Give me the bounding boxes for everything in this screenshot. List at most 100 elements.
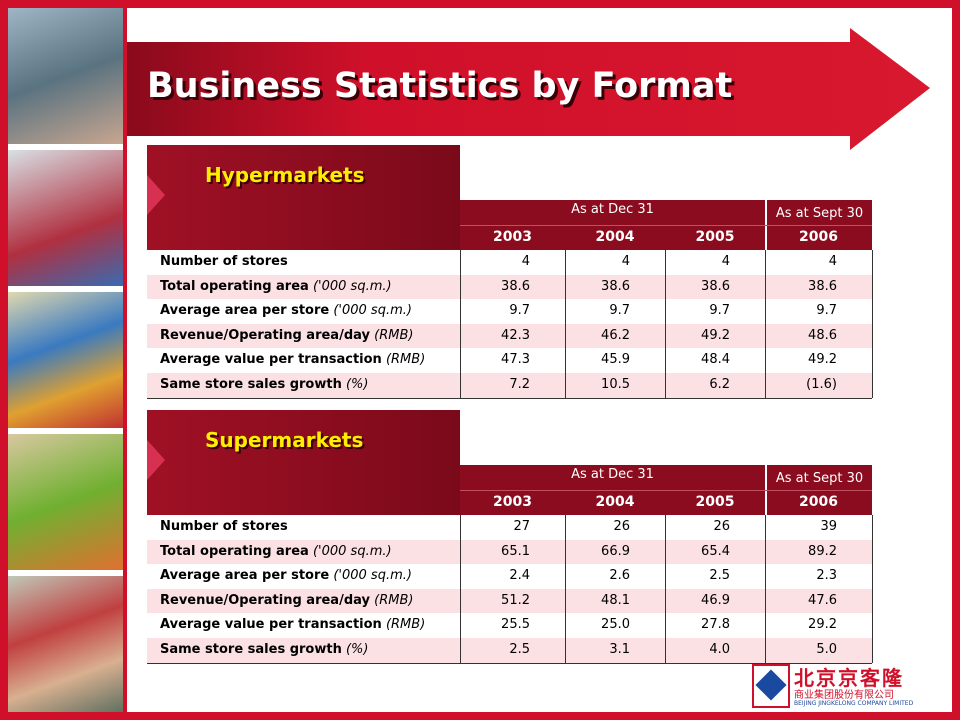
- year-label: 2006: [799, 229, 838, 245]
- value-cell: 48.4: [701, 352, 730, 368]
- value-cell: 49.2: [808, 352, 837, 368]
- value-cell: 2.4: [509, 568, 530, 584]
- row-label: Revenue/Operating area/day (RMB): [160, 324, 413, 348]
- photo: [8, 434, 123, 570]
- year-label: 2004: [595, 229, 635, 245]
- value-cell: 27.8: [701, 617, 730, 633]
- table-row: [147, 299, 872, 324]
- period-label: As at Sept 30: [775, 471, 864, 486]
- value-cell: 45.9: [601, 352, 630, 368]
- logo-shape: [755, 669, 787, 701]
- period-label: As at Sept 30: [775, 206, 864, 221]
- year-label: 2005: [695, 229, 735, 245]
- row-label: Total operating area ('000 sq.m.): [160, 275, 392, 299]
- column-line: [565, 250, 566, 398]
- value-cell: 47.6: [808, 592, 837, 608]
- value-cell: 4: [621, 254, 630, 269]
- frame-left: [0, 0, 8, 720]
- value-cell: 47.3: [501, 352, 530, 368]
- value-cell: 66.9: [601, 543, 630, 559]
- value-cell: 5.0: [816, 642, 837, 657]
- row-label: Number of stores: [160, 515, 288, 539]
- value-cell: 4: [521, 254, 530, 269]
- period-label: As at Dec 31: [571, 202, 654, 217]
- section-header: [147, 410, 460, 515]
- row-label: Average value per transaction (RMB): [160, 613, 425, 637]
- column-line: [665, 515, 666, 663]
- column-line: [665, 250, 666, 398]
- year-label: 2005: [695, 494, 735, 510]
- row-unit: (RMB): [374, 592, 414, 608]
- header-line: [460, 490, 872, 491]
- value-cell: 46.2: [601, 327, 630, 343]
- photo: [8, 8, 123, 144]
- photo: [8, 576, 123, 712]
- table-row: [147, 539, 872, 565]
- value-cell: 25.0: [601, 617, 630, 633]
- value-cell: 2.5: [509, 642, 530, 657]
- value-cell: 2.6: [609, 568, 630, 584]
- row-unit: (RMB): [385, 352, 426, 368]
- column-line: [872, 250, 873, 398]
- period-label: As at Dec 31: [571, 467, 654, 482]
- value-cell: 4: [721, 254, 730, 269]
- frame-top: [0, 0, 960, 8]
- row-unit: (RMB): [374, 327, 414, 343]
- logo-english: BEIJING JINGKELONG COMPANY LIMITED: [794, 700, 914, 707]
- column-line: [565, 515, 566, 663]
- photo: [8, 150, 123, 286]
- tab-notch: [147, 175, 165, 215]
- photo-divider: [123, 0, 127, 720]
- row-unit: (%): [345, 642, 369, 657]
- row-name: Average value per transaction: [160, 352, 382, 368]
- value-cell: 4.0: [709, 642, 730, 657]
- table-bottom: [147, 662, 872, 664]
- header-line: [460, 225, 872, 226]
- value-cell: 25.5: [501, 617, 530, 633]
- table-row: [147, 348, 872, 373]
- row-name: Number of stores: [160, 519, 288, 534]
- table-row: [147, 638, 872, 663]
- row-label: Average area per store ('000 sq.m.): [160, 564, 412, 588]
- row-name: Average area per store: [160, 303, 330, 319]
- table-row: [147, 613, 872, 638]
- row-unit: ('000 sq.m.): [333, 303, 412, 319]
- column-line: [460, 515, 461, 663]
- logo-name: 北京京客隆: [794, 666, 904, 690]
- row-label: Total operating area ('000 sq.m.): [160, 540, 392, 564]
- table-row: [147, 373, 872, 398]
- row-unit: (RMB): [385, 617, 426, 633]
- table-bottom: [147, 397, 872, 399]
- value-cell: 39: [820, 519, 837, 534]
- row-name: Total operating area: [160, 278, 309, 294]
- value-cell: 6.2: [709, 377, 730, 392]
- section-header: [147, 145, 460, 250]
- value-cell: 48.6: [808, 327, 837, 343]
- value-cell: 65.4: [701, 543, 730, 559]
- row-unit: ('000 sq.m.): [312, 543, 392, 559]
- page-number: 25: [934, 692, 951, 707]
- table-row: [147, 250, 872, 275]
- value-cell: 2.3: [816, 568, 837, 584]
- value-cell: 10.5: [601, 377, 630, 392]
- row-name: Number of stores: [160, 254, 288, 269]
- value-cell: 27: [513, 519, 530, 534]
- value-cell: 2.5: [709, 568, 730, 584]
- value-cell: 48.1: [601, 592, 630, 608]
- value-cell: 9.7: [816, 303, 837, 319]
- arrow: [127, 28, 930, 150]
- photo: [8, 292, 123, 428]
- value-cell: 42.3: [501, 327, 530, 343]
- value-cell: 9.7: [709, 303, 730, 319]
- value-cell: 26: [613, 519, 630, 534]
- year-label: 2004: [595, 494, 635, 510]
- row-name: Revenue/Operating area/day: [160, 592, 370, 608]
- value-cell: 38.6: [601, 278, 630, 294]
- value-cell: 38.6: [701, 278, 730, 294]
- logo-mark: [752, 664, 790, 708]
- logo-company: 商业集团股份有限公司: [794, 690, 894, 701]
- row-unit: ('000 sq.m.): [333, 568, 412, 584]
- frame-right: [952, 0, 960, 720]
- title-banner: [127, 28, 930, 150]
